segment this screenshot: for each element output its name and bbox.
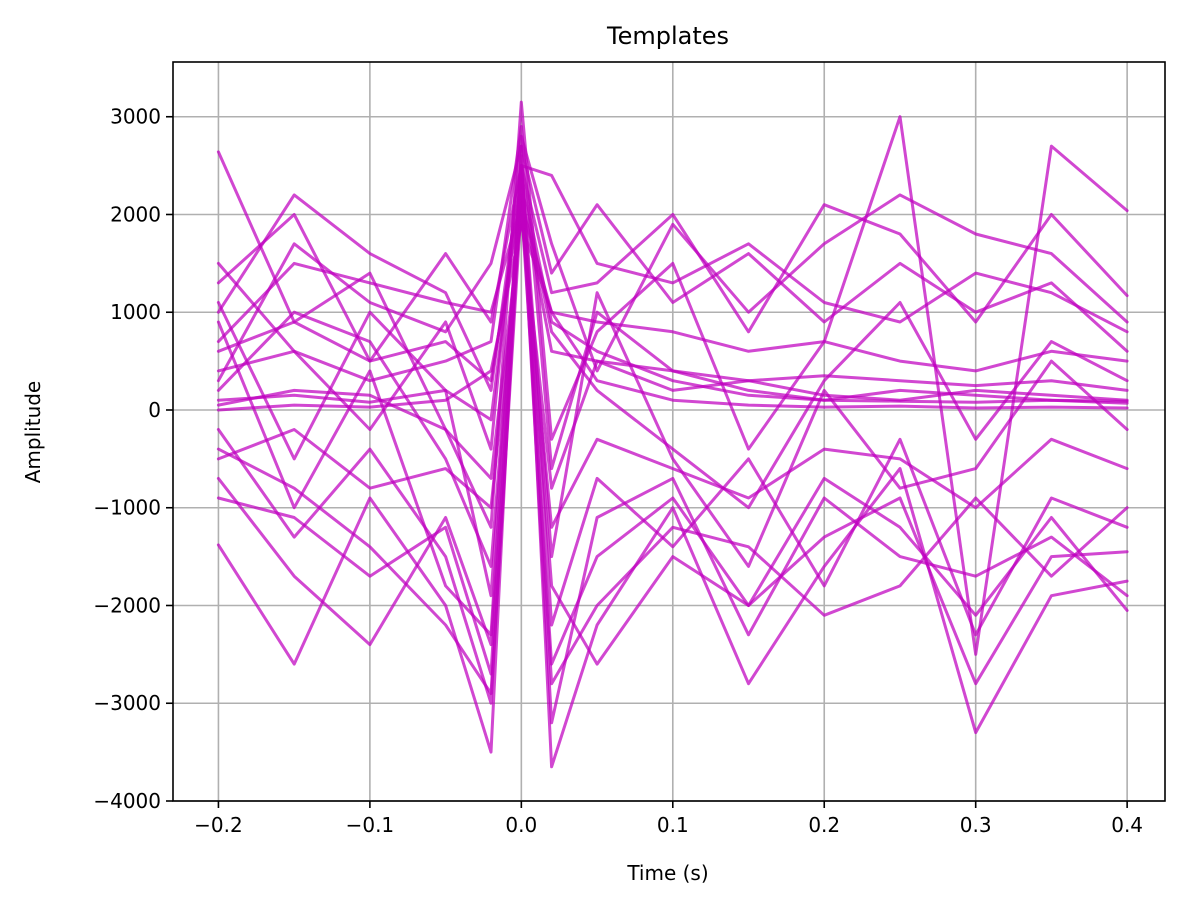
chart-title: Templates <box>606 22 729 50</box>
y-tick-label: 3000 <box>110 105 161 129</box>
template-line-12 <box>216 222 1129 412</box>
y-tick-label: −4000 <box>93 789 161 813</box>
x-tick-label: 0.1 <box>657 813 689 837</box>
template-line-18 <box>216 164 1129 598</box>
y-tick-label: 2000 <box>110 202 161 226</box>
template-line-5 <box>216 203 1129 695</box>
x-tick-label: −0.1 <box>346 813 395 837</box>
template-line-8 <box>216 193 1129 686</box>
template-line-19 <box>216 193 1129 392</box>
y-tick-label: −3000 <box>93 691 161 715</box>
template-line-15 <box>216 183 1129 725</box>
y-axis-label: Amplitude <box>21 381 45 484</box>
template-line-16 <box>216 134 1129 451</box>
x-tick-label: 0.4 <box>1111 813 1143 837</box>
x-tick-label: −0.2 <box>194 813 243 837</box>
y-tick-label: 1000 <box>110 300 161 324</box>
template-line-14 <box>216 144 1129 383</box>
x-tick-label: 0.2 <box>808 813 840 837</box>
series-layer <box>216 100 1129 769</box>
tick-layer: −0.2 −0.1 0.0 0.1 0.2 0.3 0.4 −4000 −3000 −2000 −1… <box>93 105 1143 837</box>
y-tick-label: 0 <box>148 398 161 422</box>
template-line-2 <box>216 144 1129 769</box>
template-line-7 <box>216 203 1129 373</box>
y-tick-label: −1000 <box>93 496 161 520</box>
y-tick-label: −2000 <box>93 593 161 617</box>
template-line-11 <box>216 213 1129 529</box>
template-line-4 <box>216 173 1129 422</box>
template-line-10 <box>216 164 1129 392</box>
template-line-20 <box>216 173 1129 686</box>
template-line-6 <box>216 164 1129 363</box>
plot-frame <box>172 61 1166 802</box>
x-tick-label: 0.3 <box>960 813 992 837</box>
x-tick-label: 0.0 <box>505 813 537 837</box>
x-axis-label: Time (s) <box>626 861 708 885</box>
